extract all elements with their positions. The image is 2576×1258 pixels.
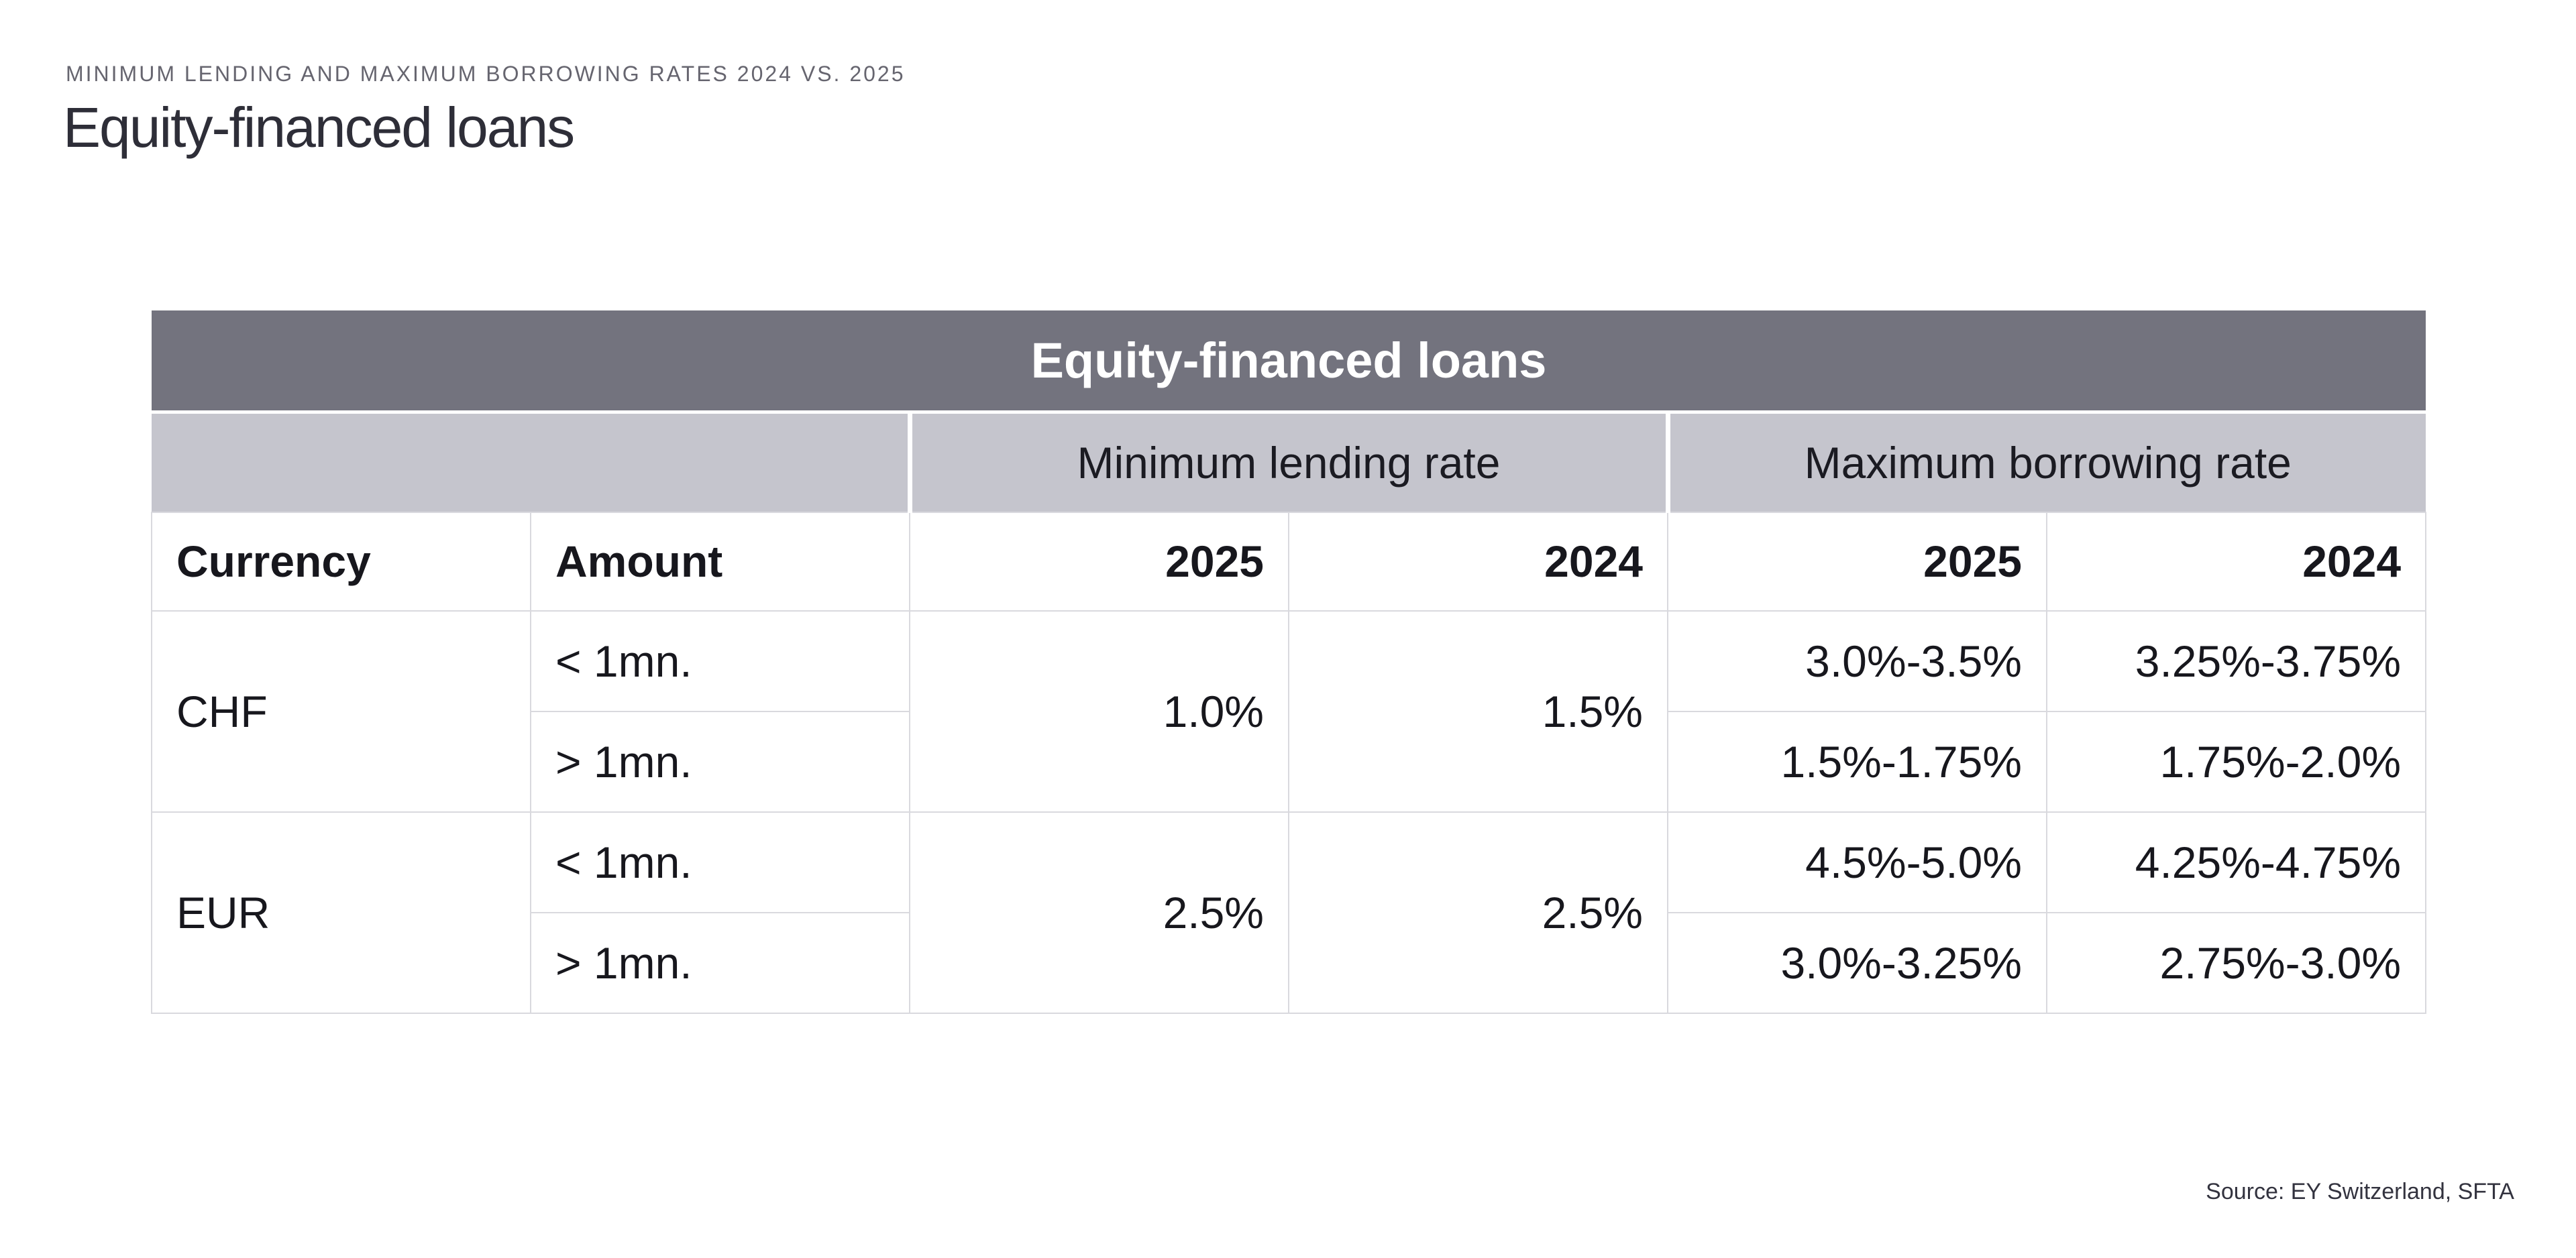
cell-chf-min-2025: 1.0% (909, 610, 1289, 813)
column-header-max-2024: 2024 (2045, 512, 2427, 612)
cell-chf-lt-max-2024: 3.25%-3.75% (2045, 610, 2427, 712)
rates-table-container: Equity-financed loans Minimum lending ra… (151, 310, 2427, 1014)
source-attribution: Source: EY Switzerland, SFTA (2206, 1179, 2514, 1204)
cell-chf-amount-lt: < 1mn. (530, 610, 910, 712)
group-header-maximum-borrowing-rate: Maximum borrowing rate (1665, 410, 2426, 513)
cell-chf-gt-max-2025: 1.5%-1.75% (1667, 711, 2047, 813)
cell-eur-gt-max-2024: 2.75%-3.0% (2045, 912, 2427, 1014)
cell-currency-eur: EUR (151, 811, 531, 1014)
cell-eur-lt-max-2025: 4.5%-5.0% (1667, 811, 2047, 913)
column-header-max-2025: 2025 (1667, 512, 2047, 612)
cell-eur-min-2025: 2.5% (909, 811, 1289, 1014)
group-header-minimum-lending-rate: Minimum lending rate (907, 410, 1668, 513)
cell-eur-amount-gt: > 1mn. (530, 912, 910, 1014)
table-row: CHF < 1mn. 1.0% 1.5% 3.0%-3.5% 3.25%-3.7… (151, 610, 2427, 813)
column-header-min-2025: 2025 (909, 512, 1289, 612)
column-header-min-2024: 2024 (1288, 512, 1668, 612)
table-row: > 1mn. 3.0%-3.25% 2.75%-3.0% (152, 912, 2427, 1014)
cell-chf-gt-max-2024: 1.75%-2.0% (2045, 711, 2427, 813)
cell-eur-amount-lt: < 1mn. (530, 811, 910, 913)
group-header-blank (152, 410, 910, 513)
table-group-header-row: Minimum lending rate Maximum borrowing r… (152, 410, 2426, 513)
rates-table: Equity-financed loans Minimum lending ra… (151, 310, 2427, 1014)
cell-eur-gt-max-2025: 3.0%-3.25% (1667, 912, 2047, 1014)
cell-eur-lt-max-2024: 4.25%-4.75% (2045, 811, 2427, 913)
page-title: Equity-financed loans (63, 96, 575, 159)
table-row: EUR < 1mn. 2.5% 2.5% 4.5%-5.0% 4.25%-4.7… (151, 811, 2427, 1014)
cell-currency-chf: CHF (151, 610, 531, 813)
table-row: > 1mn. 1.5%-1.75% 1.75%-2.0% (152, 711, 2427, 813)
table-title: Equity-financed loans (152, 310, 2426, 412)
column-header-currency: Currency (151, 512, 531, 612)
cell-chf-min-2024: 1.5% (1288, 610, 1668, 813)
table-column-header-row: Currency Amount 2025 2024 2025 2024 (151, 512, 2427, 612)
column-header-amount: Amount (530, 512, 910, 612)
cell-chf-amount-gt: > 1mn. (530, 711, 910, 813)
table-title-row: Equity-financed loans (152, 310, 2426, 412)
eyebrow-label: MINIMUM LENDING AND MAXIMUM BORROWING RA… (66, 62, 906, 86)
cell-eur-min-2024: 2.5% (1288, 811, 1668, 1014)
cell-chf-lt-max-2025: 3.0%-3.5% (1667, 610, 2047, 712)
